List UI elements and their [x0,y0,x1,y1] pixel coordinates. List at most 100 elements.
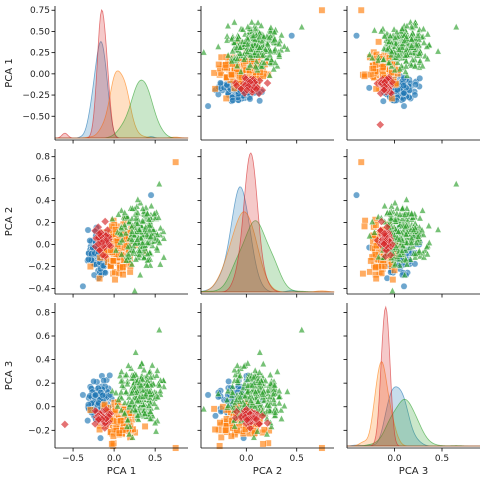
point-green [130,247,138,255]
point-orange [172,158,180,166]
point-green [280,401,288,409]
y-axis-label-2: PCA 2 [4,207,15,236]
point-green [224,21,232,29]
point-green [401,270,409,278]
point-green [155,325,163,333]
point-green [136,362,144,370]
point-green [396,210,404,218]
point-green [117,406,125,414]
point-green [118,250,126,258]
point-green [131,286,139,294]
point-green [124,361,132,369]
point-green [123,379,131,388]
point-green [254,397,262,405]
point-red [232,407,241,416]
point-green [231,422,239,430]
point-blue [100,377,108,384]
point-orange [109,432,117,440]
point-green [231,370,240,378]
point-orange [389,276,397,284]
point-green [121,409,129,417]
point-green [143,230,151,239]
point-green [277,31,286,39]
point-green [145,368,154,376]
point-green [266,51,274,59]
point-green [298,325,306,333]
point-green [271,35,279,43]
point-green [240,55,248,63]
point-green [415,49,423,57]
point-green [259,359,267,367]
point-green [240,362,248,370]
point-green [266,406,274,414]
point-green [250,433,258,441]
point-green [139,204,147,212]
point-green [391,66,399,74]
point-red [100,217,110,226]
point-green [391,215,399,223]
point-green [414,31,422,39]
point-green [139,216,147,225]
point-blue [90,271,98,279]
x-tick-label: 0.0 [107,454,122,464]
y-tick-label: 0.2 [36,379,50,389]
point-green [152,427,160,435]
point-green [395,45,403,53]
point-green [130,371,138,379]
point-blue [86,237,94,245]
point-green [248,381,256,389]
point-green [377,27,385,35]
point-green [143,209,151,217]
point-green [270,28,279,36]
panel-pca3-vs-pca3: 0.0 0.5 [343,303,480,464]
y-tick-label: −0.4 [28,285,50,295]
point-blue [217,79,224,87]
point-green [260,32,268,40]
point-green [133,396,141,404]
point-green [411,62,419,70]
point-blue [379,97,387,105]
point-green [401,222,409,230]
point-blue [353,191,360,199]
panel-pca3-vs-pca2: 0.0 0.5 [197,303,334,464]
point-green [153,244,161,252]
point-green [256,378,264,386]
point-green [230,365,239,373]
point-green [132,255,140,263]
point-green [419,24,427,33]
point-orange [361,222,368,230]
point-green [275,399,283,407]
point-red [258,411,267,421]
point-green [114,210,122,218]
point-orange [215,61,223,69]
point-blue [411,91,419,99]
y-axis-label-1: PCA 1 [4,58,15,87]
point-green [387,214,395,222]
y-tick-label: 0.75 [30,6,50,16]
point-green [228,57,236,65]
point-green [117,230,125,238]
point-green [155,381,163,389]
point-green [267,27,275,35]
point-blue [101,269,109,277]
point-green [414,232,422,240]
point-green [277,414,286,422]
point-green [368,54,376,62]
point-blue [412,81,420,88]
point-red [94,415,103,425]
point-green [398,246,406,254]
point-green [156,224,165,232]
point-green [121,220,129,229]
point-orange [216,419,224,427]
point-green [403,204,411,212]
point-blue [90,378,98,385]
y-tick-label: 0.6 [36,332,51,342]
point-green [118,381,126,389]
point-green [406,255,415,263]
point-blue [353,32,360,40]
point-blue [229,96,237,104]
point-green [391,33,399,41]
point-green [255,368,263,376]
point-green [136,246,144,254]
y-tick-label: 0.6 [36,175,51,185]
